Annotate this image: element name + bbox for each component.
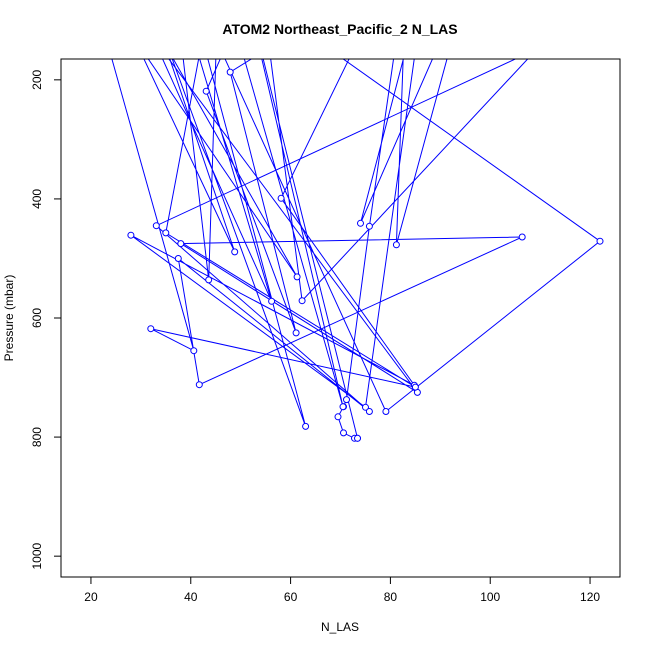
x-tick-label: 20 [84,590,98,604]
data-point [339,403,347,411]
y-axis: 200 400 600 800 1000 [30,70,61,570]
data-point [354,434,361,442]
data-point [343,396,350,404]
data-point [127,231,135,239]
data-point [162,229,170,237]
data-point [298,297,306,305]
data-point [596,237,604,245]
data-point [362,403,369,411]
data-point [382,408,390,415]
plot-frame [60,58,621,578]
y-tick-label: 800 [30,427,44,447]
data-point [195,381,203,389]
data-point [292,329,300,337]
series-layer [111,46,604,442]
data-point [202,87,210,95]
y-axis-label: Pressure (mbar) [2,275,16,362]
data-point [365,222,373,230]
data-point [190,347,198,355]
x-tick-label: 40 [184,590,198,604]
y-tick-label: 200 [30,70,44,90]
data-point [392,241,400,249]
data-point [152,222,160,230]
chart-title: ATOM2 Northeast_Pacific_2 N_LAS [222,21,457,37]
data-point [357,219,364,227]
data-point [177,240,185,248]
y-tick-label: 600 [30,308,44,328]
x-tick-label: 100 [480,590,500,604]
data-point [205,276,213,284]
data-point [534,46,540,52]
y-tick-label: 1000 [30,542,44,569]
x-tick-label: 60 [284,590,298,604]
x-axis: 20 40 60 80 100 120 [84,577,600,604]
data-point [340,429,347,437]
x-tick-label: 80 [384,590,398,604]
x-axis-label: N_LAS [321,620,359,634]
x-tick-label: 120 [580,590,600,604]
data-point [226,68,234,76]
data-point [231,248,239,256]
data-point [268,297,276,305]
data-point [147,325,155,333]
series-line [111,59,601,439]
y-tick-label: 400 [30,189,44,209]
data-point [518,233,526,241]
data-point [302,422,310,430]
data-point [411,383,419,391]
data-point [334,413,342,421]
data-point [365,408,373,415]
data-point [174,255,182,262]
data-point [293,273,301,281]
data-point [277,194,285,202]
